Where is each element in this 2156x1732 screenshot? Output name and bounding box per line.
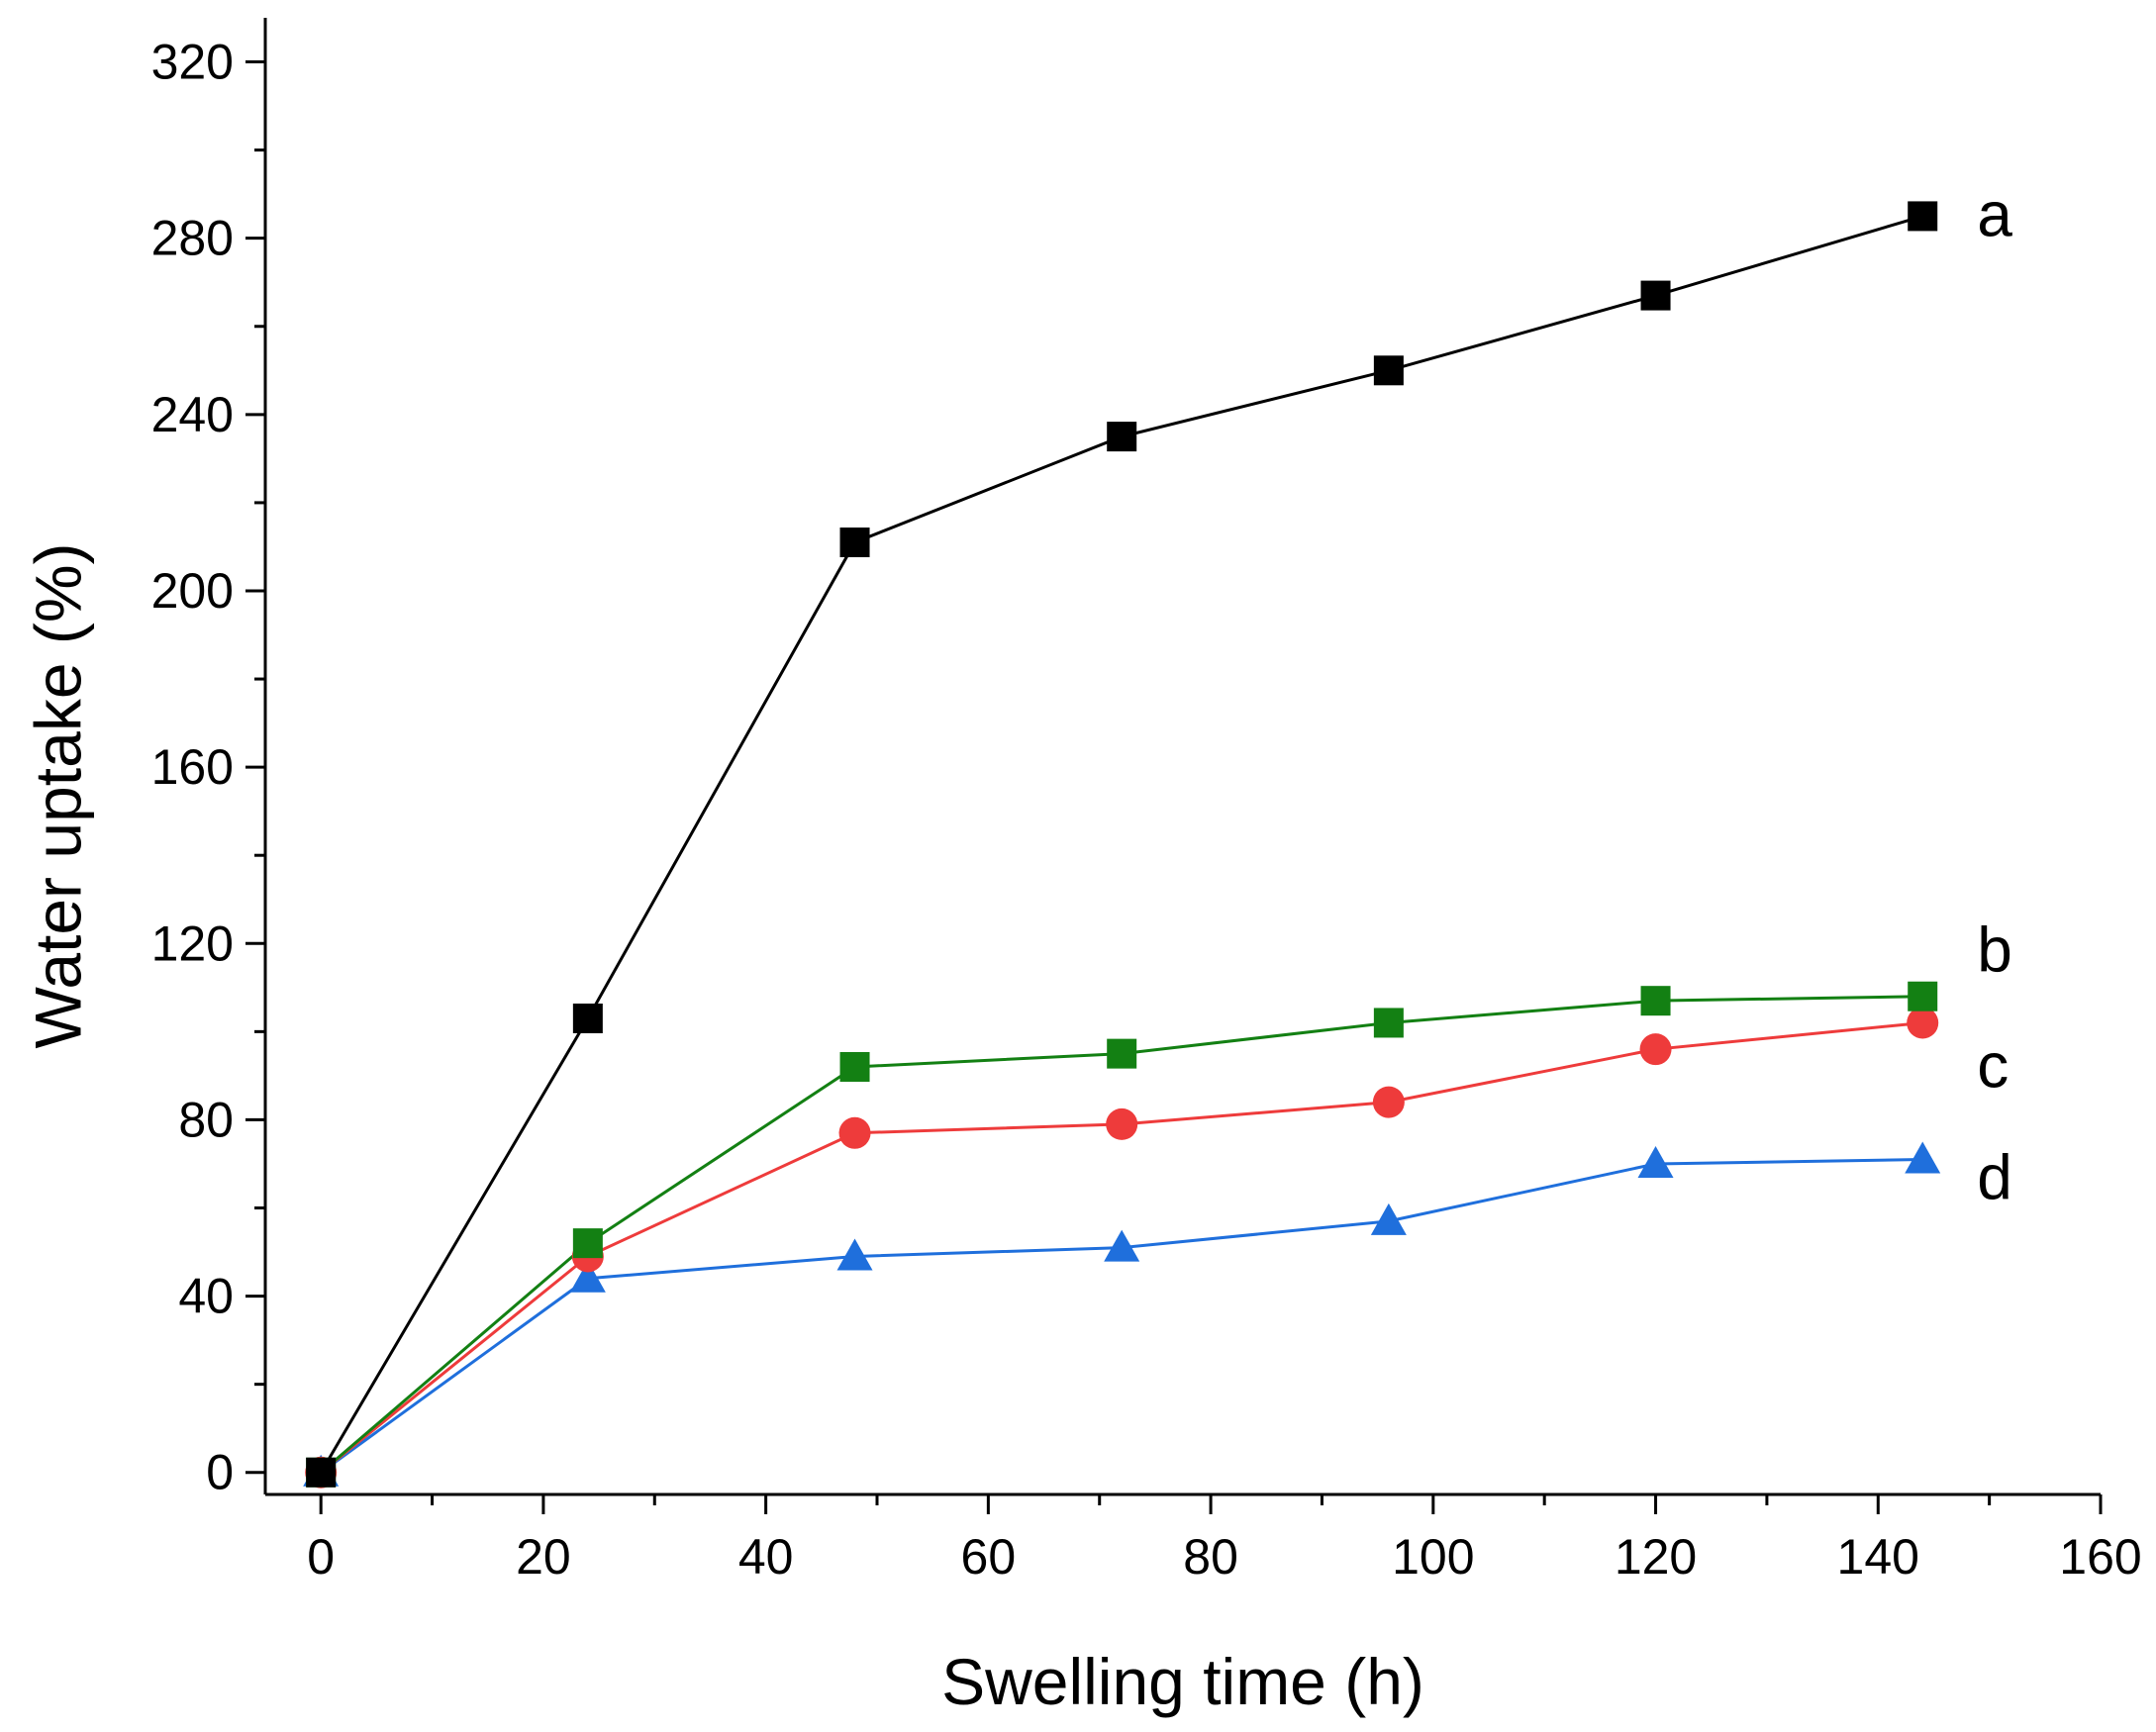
marker-b-5: [1640, 986, 1671, 1016]
marker-c-5: [1639, 1033, 1672, 1066]
marker-d-5: [1637, 1145, 1674, 1178]
y-tick-label: 200: [151, 563, 234, 619]
series-markers: [303, 201, 1941, 1489]
series-line-d: [320, 1158, 1923, 1474]
marker-c-4: [1372, 1086, 1405, 1118]
y-tick-label: 0: [206, 1445, 234, 1500]
marker-b-4: [1373, 1008, 1404, 1038]
marker-a-2: [839, 527, 870, 557]
marker-b-2: [839, 1051, 870, 1082]
marker-d-3: [1104, 1229, 1140, 1262]
y-tick-label: 80: [178, 1092, 234, 1147]
marker-b-6: [1908, 981, 1938, 1011]
marker-d-2: [836, 1238, 873, 1271]
y-tick-label: 320: [151, 35, 234, 90]
marker-a-6: [1908, 201, 1938, 232]
series-label-b: b: [1977, 914, 2012, 986]
marker-a-3: [1107, 422, 1137, 452]
y-tick-label: 40: [178, 1269, 234, 1324]
y-tick-label: 120: [151, 915, 234, 971]
marker-d-6: [1905, 1141, 1941, 1174]
marker-d-1: [569, 1260, 606, 1293]
x-tick-label: 100: [1392, 1529, 1474, 1585]
marker-b-1: [572, 1228, 603, 1259]
x-tick-label: 80: [1183, 1529, 1238, 1585]
marker-d-4: [1370, 1203, 1407, 1235]
series-lines: [319, 214, 1923, 1474]
x-tick-label: 0: [307, 1529, 335, 1585]
axes: 0 20 40 60 80 100 120 140 160 0 40 80 120 160 200 240 28…: [151, 18, 2142, 1585]
marker-c-2: [838, 1116, 871, 1149]
x-tick-label: 40: [738, 1529, 794, 1585]
y-tick-label: 160: [151, 739, 234, 795]
x-tick-label: 20: [516, 1529, 571, 1585]
y-tick-label: 240: [151, 387, 234, 442]
y-tick-label: 280: [151, 211, 234, 266]
x-tick-label: 60: [961, 1529, 1017, 1585]
y-axis-title: Water uptake (%): [21, 542, 94, 1048]
marker-a-4: [1373, 355, 1404, 386]
marker-c-3: [1106, 1107, 1138, 1140]
x-axis-title: Swelling time (h): [941, 1645, 1424, 1718]
x-tick-label: 140: [1837, 1529, 1919, 1585]
series-labels: a bcd: [1977, 178, 2012, 1212]
marker-a-5: [1640, 280, 1671, 311]
series-label-a: a: [1977, 178, 2012, 249]
series-line-a: [319, 214, 1923, 1474]
marker-b-3: [1107, 1038, 1137, 1069]
x-tick-label: 160: [2059, 1529, 2141, 1585]
marker-a-0: [306, 1457, 337, 1488]
marker-c-6: [1907, 1007, 1939, 1039]
marker-a-1: [572, 1003, 603, 1033]
series-label-d: d: [1977, 1142, 2012, 1213]
series-label-c: c: [1977, 1029, 2009, 1101]
x-tick-label: 120: [1615, 1529, 1697, 1585]
